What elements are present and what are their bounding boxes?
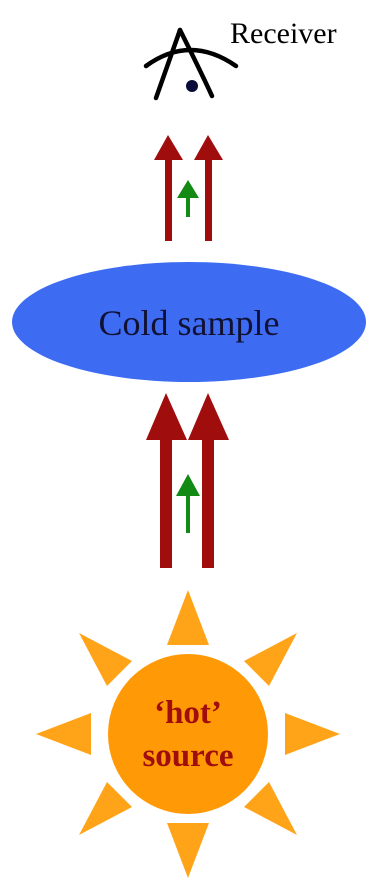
eye-stroke-right xyxy=(177,27,215,99)
sun-ray-bottom-right xyxy=(244,782,297,835)
sun-ray-bottom-left xyxy=(79,782,132,835)
sun-icon xyxy=(36,590,340,878)
eye-icon xyxy=(143,27,239,101)
source-disc xyxy=(108,654,268,814)
sun-ray-top-left xyxy=(79,633,132,686)
source-label-line1: ‘hot’ xyxy=(154,695,222,731)
receiver-label: Receiver xyxy=(230,17,337,50)
sun-ray-top xyxy=(167,590,209,645)
receiver: Receiver xyxy=(143,17,337,101)
sun-ray-left xyxy=(36,713,91,755)
sun-ray-bottom xyxy=(167,823,209,878)
sample-label: Cold sample xyxy=(99,303,280,343)
upper-signal-arrow xyxy=(177,180,199,217)
upper-radiation-arrow-right xyxy=(194,135,223,241)
lower-radiation-arrow-left xyxy=(146,393,187,568)
lower-radiation-arrow-right xyxy=(188,393,229,568)
sun-ray-right xyxy=(285,713,340,755)
upper-arrow-pair xyxy=(154,135,223,241)
upper-radiation-arrow-left xyxy=(154,135,183,241)
sun-ray-top-right xyxy=(244,633,297,686)
cold-sample: Cold sample xyxy=(12,262,366,382)
source-label-line2: source xyxy=(142,738,233,774)
eye-pupil xyxy=(186,80,198,92)
lower-signal-arrow xyxy=(176,474,200,533)
sample-ellipse xyxy=(12,262,366,382)
lower-arrow-pair xyxy=(146,393,229,568)
eye-stroke-left xyxy=(153,27,183,101)
hot-source: ‘hot’ source xyxy=(36,590,340,878)
